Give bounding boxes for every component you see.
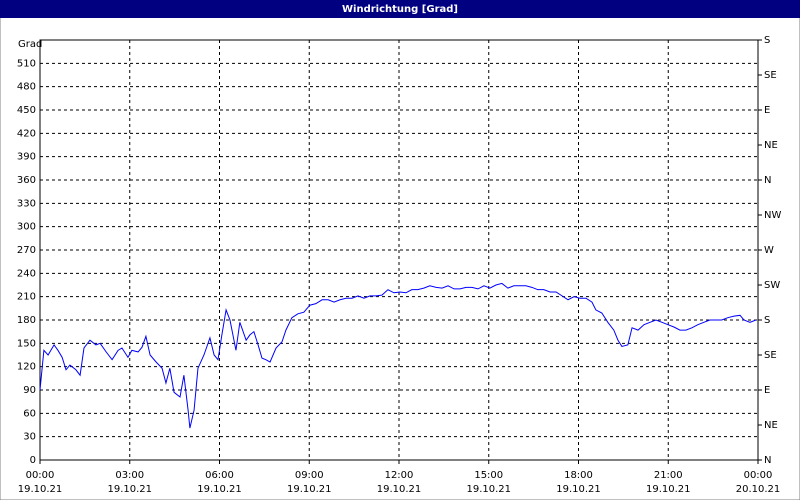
y2-tick-label: E: [764, 105, 770, 116]
x-tick-date: 19.10.21: [646, 484, 691, 495]
x-tick-date: 19.10.21: [287, 484, 332, 495]
x-tick-label: 00:00: [26, 470, 55, 481]
y-tick-label: 330: [17, 198, 36, 209]
x-tick-label: 06:00: [205, 470, 234, 481]
y-tick-label: 390: [17, 152, 36, 163]
y2-tick-label: N: [764, 175, 771, 186]
x-tick-date: 19.10.21: [18, 484, 63, 495]
y-axis-label: Grad: [18, 39, 42, 50]
y-tick-label: 360: [17, 175, 36, 186]
x-tick-label: 00:00: [744, 470, 773, 481]
y-tick-label: 120: [17, 362, 36, 373]
y2-tick-label: SE: [764, 70, 777, 81]
y2-tick-label: W: [764, 245, 774, 256]
y-tick-label: 240: [17, 268, 36, 279]
x-tick-label: 15:00: [474, 470, 503, 481]
y2-tick-label: SW: [764, 280, 780, 291]
x-tick-date: 19.10.21: [466, 484, 511, 495]
y2-tick-label: NW: [764, 210, 781, 221]
y-tick-label: 60: [23, 408, 36, 419]
chart-title: Windrichtung [Grad]: [342, 4, 458, 15]
x-tick-date: 20.10.21: [736, 484, 781, 495]
y-tick-label: 210: [17, 292, 36, 303]
y-tick-label: 450: [17, 105, 36, 116]
title-bar: [0, 0, 800, 18]
y2-tick-label: SE: [764, 350, 777, 361]
y2-tick-label: NE: [764, 420, 778, 431]
y-tick-label: 510: [17, 58, 36, 69]
x-tick-date: 19.10.21: [556, 484, 601, 495]
x-tick-label: 09:00: [295, 470, 324, 481]
x-tick-date: 19.10.21: [107, 484, 152, 495]
y-tick-label: 270: [17, 245, 36, 256]
y-tick-label: 0: [30, 455, 36, 466]
x-tick-label: 18:00: [564, 470, 593, 481]
y2-tick-label: E: [764, 385, 770, 396]
y-tick-label: 90: [23, 385, 36, 396]
y-tick-label: 480: [17, 82, 36, 93]
x-tick-label: 12:00: [385, 470, 414, 481]
y-tick-label: 420: [17, 128, 36, 139]
x-tick-date: 19.10.21: [377, 484, 422, 495]
y2-tick-label: N: [764, 455, 771, 466]
x-tick-date: 19.10.21: [197, 484, 242, 495]
y-tick-label: 30: [23, 432, 36, 443]
y2-tick-label: S: [764, 35, 770, 46]
y-tick-label: 150: [17, 338, 36, 349]
x-tick-label: 03:00: [115, 470, 144, 481]
data-line: [39, 282, 757, 429]
y2-tick-label: NE: [764, 140, 778, 151]
y-tick-label: 180: [17, 315, 36, 326]
y2-tick-label: S: [764, 315, 770, 326]
x-tick-label: 21:00: [654, 470, 683, 481]
y-tick-label: 300: [17, 222, 36, 233]
